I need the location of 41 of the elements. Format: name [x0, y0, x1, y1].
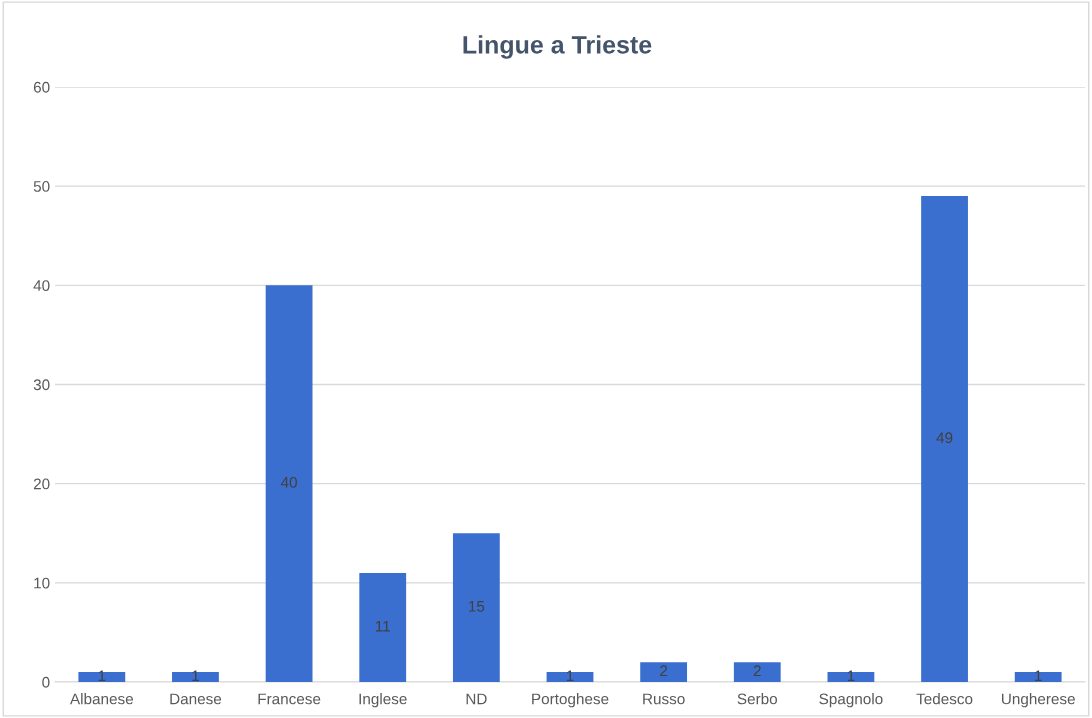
y-tick-label: 0	[42, 676, 50, 688]
bar	[172, 672, 219, 682]
y-tick-label: 30	[33, 379, 50, 391]
data-label: 11	[375, 620, 390, 632]
data-label: 1	[847, 670, 855, 681]
y-tick-label: 40	[33, 280, 50, 292]
x-tick-label: Albanese	[70, 693, 133, 705]
bar	[452, 533, 500, 682]
data-label: 1	[192, 670, 199, 681]
x-tick-label: Portoghese	[532, 693, 609, 708]
x-tick-label: Ungherese	[1001, 693, 1075, 708]
data-label: 1	[98, 670, 106, 681]
bar	[78, 672, 126, 682]
x-tick-label: Francese	[258, 693, 321, 705]
x-tick-label: Tedesco	[916, 693, 973, 705]
data-label: 1	[566, 670, 574, 681]
bar	[265, 285, 313, 682]
data-label: 2	[660, 665, 668, 677]
x-tick-label: Danese	[170, 693, 222, 705]
x-tick-label: Spagnolo	[819, 693, 883, 708]
bar	[733, 662, 781, 682]
y-tick-label: 50	[33, 181, 50, 192]
data-label: 2	[753, 665, 761, 677]
bar	[640, 662, 688, 682]
bar	[827, 672, 875, 682]
data-label: 40	[280, 476, 297, 488]
x-tick-label: Russo	[643, 693, 685, 705]
y-tick-label: 60	[33, 81, 50, 93]
data-label: 49	[936, 432, 953, 444]
data-label: 15	[469, 601, 485, 612]
y-tick-label: 10	[34, 577, 50, 589]
bar	[1014, 672, 1062, 682]
chart-title: Lingue a Trieste	[463, 35, 652, 59]
y-tick-label: 20	[33, 478, 50, 490]
x-tick-label: Serbo	[737, 693, 778, 705]
x-tick-label: Inglese	[359, 693, 407, 708]
bar	[359, 572, 407, 682]
x-tick-label: ND	[466, 693, 487, 705]
data-label: 1	[1035, 670, 1042, 681]
bar	[546, 672, 594, 682]
bar	[921, 196, 968, 682]
